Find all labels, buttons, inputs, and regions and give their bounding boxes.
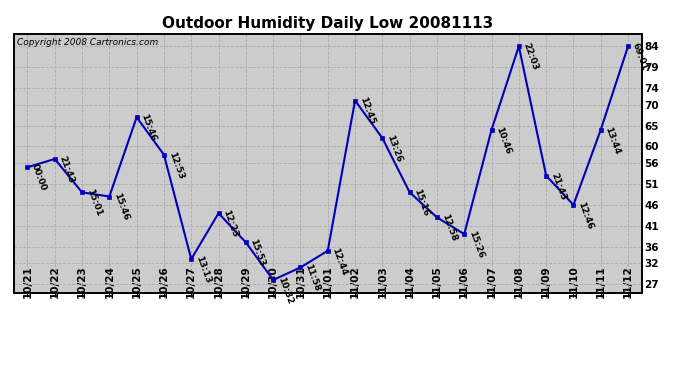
Text: 00:00: 00:00: [30, 163, 48, 192]
Text: 12:44: 12:44: [331, 246, 349, 276]
Text: 15:46: 15:46: [112, 192, 130, 222]
Text: 15:16: 15:16: [413, 188, 431, 218]
Title: Outdoor Humidity Daily Low 20081113: Outdoor Humidity Daily Low 20081113: [162, 16, 493, 31]
Text: 13:13: 13:13: [194, 255, 213, 285]
Text: 12:46: 12:46: [576, 200, 595, 231]
Text: 15:01: 15:01: [85, 188, 103, 218]
Text: 13:26: 13:26: [385, 134, 404, 164]
Text: 15:53: 15:53: [248, 238, 267, 268]
Text: 13:44: 13:44: [604, 125, 622, 156]
Text: 69:01: 69:01: [631, 42, 649, 72]
Text: Copyright 2008 Cartronics.com: Copyright 2008 Cartronics.com: [17, 38, 158, 46]
Text: 11:58: 11:58: [303, 263, 322, 293]
Text: 10:32: 10:32: [276, 276, 294, 305]
Text: 12:45: 12:45: [358, 96, 376, 126]
Text: 15:46: 15:46: [139, 113, 158, 143]
Text: 21:43: 21:43: [549, 171, 567, 201]
Text: 12:23: 12:23: [221, 209, 239, 239]
Text: 15:26: 15:26: [467, 230, 485, 260]
Text: 12:53: 12:53: [167, 150, 185, 180]
Text: 10:46: 10:46: [494, 125, 513, 155]
Text: 22:03: 22:03: [522, 42, 540, 72]
Text: 21:43: 21:43: [57, 154, 76, 184]
Text: 12:58: 12:58: [440, 213, 458, 243]
